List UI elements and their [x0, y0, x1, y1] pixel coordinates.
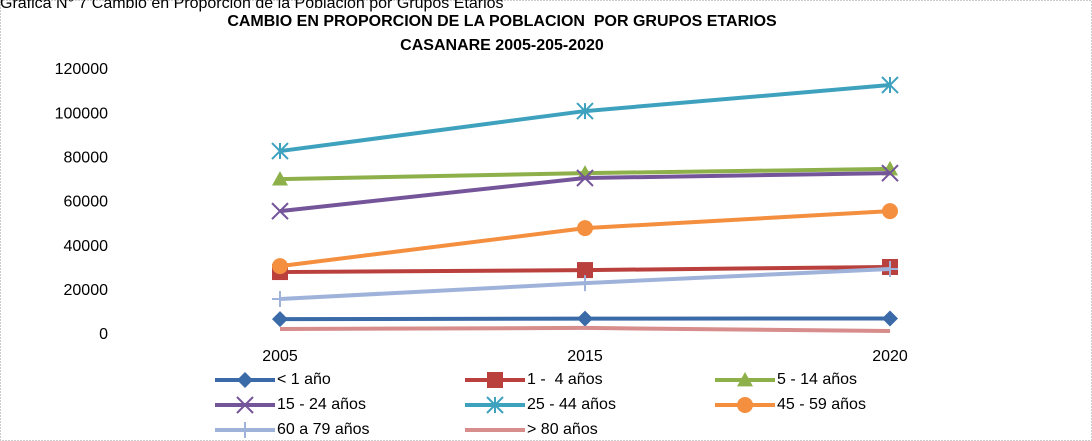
y-tick-label: 60000: [64, 194, 109, 211]
legend-item: 1 - 4 años: [465, 371, 603, 388]
chart-title: CASANARE 2005-205-2020: [400, 37, 604, 54]
legend-label: < 1 año: [277, 371, 331, 388]
legend-marker: [486, 396, 504, 414]
legend-label: 5 - 14 años: [777, 371, 857, 388]
y-tick-label: 80000: [64, 150, 109, 167]
legend-item: 5 - 14 años: [715, 371, 857, 388]
marker: [576, 102, 594, 120]
legend-item: 25 - 44 años: [465, 396, 616, 414]
legend-marker: [737, 397, 753, 413]
marker: [272, 258, 288, 275]
legend-label: 60 a 79 años: [277, 421, 370, 438]
legend-label: > 80 años: [527, 421, 598, 438]
legend-item: 15 - 24 años: [215, 396, 366, 414]
series: [279, 325, 891, 334]
x-tick-label: 2015: [567, 348, 603, 365]
caption: Gráfica N° 7 Cambio en Proporción de la …: [0, 0, 504, 12]
legend-label: 45 - 59 años: [777, 396, 866, 413]
legend-marker: [237, 422, 253, 438]
marker: [881, 164, 899, 182]
marker: [577, 310, 593, 327]
marker: [272, 291, 288, 308]
legend-item: 60 a 79 años: [215, 421, 370, 438]
y-tick-label: 120000: [55, 61, 108, 78]
series: [271, 164, 899, 220]
y-tick-label: 100000: [55, 105, 108, 122]
marker: [577, 220, 593, 237]
marker: [576, 169, 594, 187]
series: [272, 203, 898, 275]
series: [271, 76, 899, 160]
legend-marker: [237, 372, 253, 388]
marker: [577, 262, 593, 279]
legend-item: 45 - 59 años: [715, 396, 866, 413]
marker: [271, 202, 289, 220]
y-tick-label: 20000: [64, 282, 109, 299]
legend-label: 25 - 44 años: [527, 396, 616, 413]
legend-item: > 80 años: [465, 421, 598, 438]
chart-title: CAMBIO EN PROPORCION DE LA POBLACION POR…: [227, 13, 777, 30]
marker: [881, 76, 899, 94]
series: [272, 260, 898, 308]
x-tick-label: 2020: [872, 348, 908, 365]
marker: [882, 260, 898, 277]
series: [272, 310, 898, 328]
marker: [272, 171, 288, 186]
marker: [271, 142, 289, 160]
marker: [577, 275, 593, 292]
marker: [882, 203, 898, 220]
y-tick-label: 40000: [64, 238, 109, 255]
marker: [272, 311, 288, 328]
legend-label: 1 - 4 años: [527, 371, 603, 388]
legend-label: 15 - 24 años: [277, 396, 366, 413]
legend-marker: [737, 372, 753, 387]
legend-item: < 1 año: [215, 371, 331, 388]
line: [279, 325, 891, 334]
y-tick-label: 0: [99, 326, 108, 343]
x-tick-label: 2005: [262, 348, 298, 365]
legend-marker: [487, 372, 503, 388]
marker: [882, 310, 898, 327]
legend-marker: [236, 396, 254, 414]
